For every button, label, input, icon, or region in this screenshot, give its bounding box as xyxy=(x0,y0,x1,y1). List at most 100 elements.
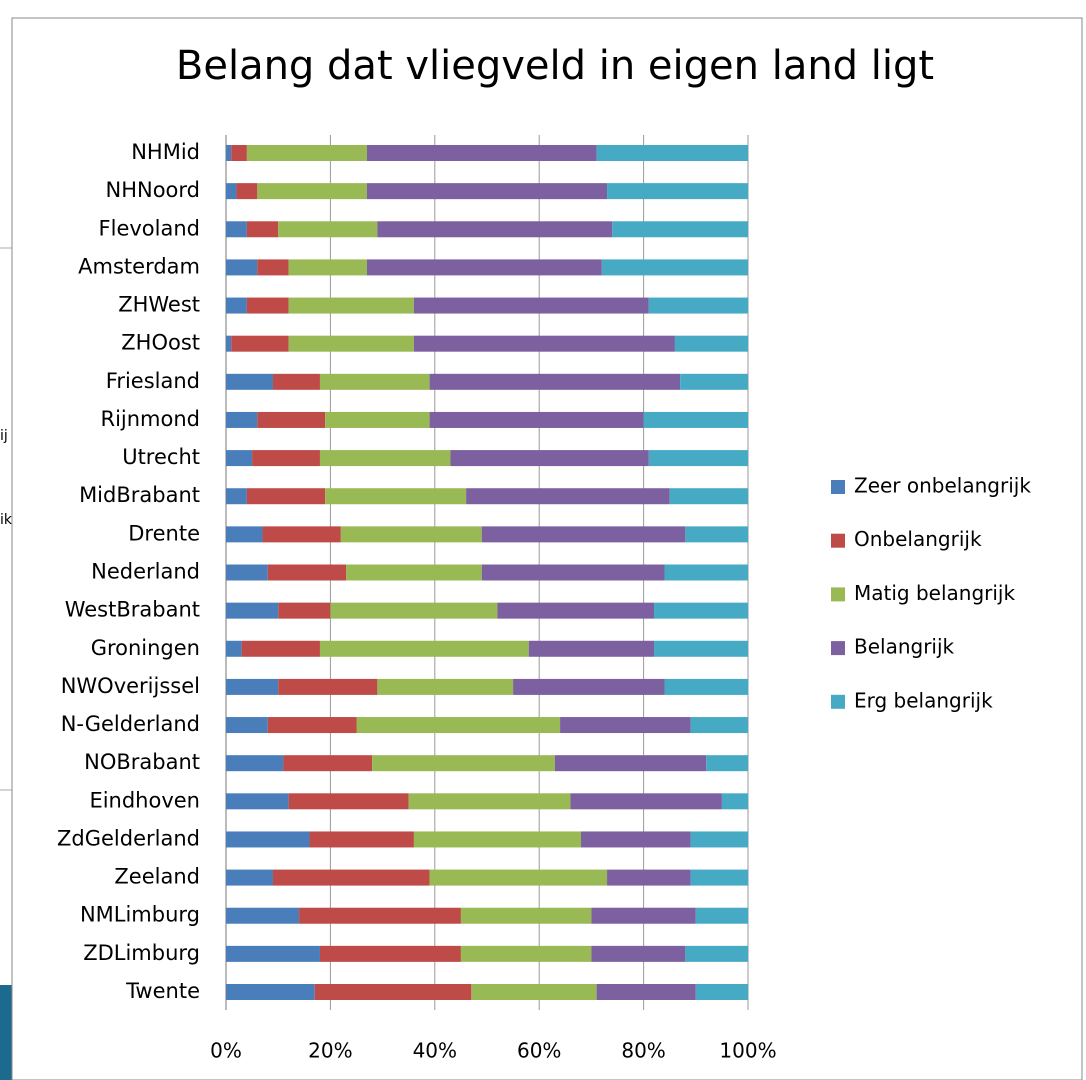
y-tick-label: Zeeland xyxy=(114,865,200,889)
bar-segment xyxy=(377,221,613,238)
bar-segment xyxy=(580,831,691,848)
x-tick-label: 20% xyxy=(308,1039,352,1063)
bar-segment xyxy=(340,526,482,543)
bar-segment xyxy=(226,907,300,924)
bar-segment xyxy=(226,450,253,467)
bar-segment xyxy=(226,564,268,581)
bar-segment xyxy=(408,793,571,810)
bar-segment xyxy=(721,793,748,810)
bar-segment xyxy=(267,717,357,734)
bar-segment xyxy=(664,678,748,695)
bar-segment xyxy=(226,945,320,962)
bar-segment xyxy=(706,755,748,772)
bar-segment xyxy=(664,564,748,581)
bar-segment xyxy=(366,145,597,161)
bar-segment xyxy=(366,183,608,200)
bar-segment xyxy=(226,145,232,161)
bar-segment xyxy=(246,297,289,314)
bar-segment xyxy=(226,183,237,200)
bar-segment xyxy=(231,145,247,161)
bar-segment xyxy=(643,411,748,428)
bar-segment xyxy=(246,488,326,505)
bar-segment xyxy=(325,488,467,505)
y-tick-label: NOBrabant xyxy=(84,750,200,774)
bar-segment xyxy=(356,717,561,734)
bar-segment xyxy=(413,297,649,314)
bar-segment xyxy=(554,755,707,772)
x-tick-label: 40% xyxy=(413,1039,457,1063)
bar-segment xyxy=(314,984,472,1000)
bar-segment xyxy=(654,602,748,619)
bar-segment xyxy=(690,717,748,734)
bar-segment xyxy=(257,259,289,276)
bar-segment xyxy=(460,945,592,962)
bar-segment xyxy=(226,373,273,390)
chart-title: Belang dat vliegveld in eigen land ligt xyxy=(176,43,934,89)
bar-segment xyxy=(226,678,279,695)
legend-swatch xyxy=(831,480,845,494)
fragment-text: ik xyxy=(0,512,13,528)
bar-segment xyxy=(226,526,263,543)
plot: 0% 20% 40% 60% 80% 100% NHMid NHNoord Flevoland A… xyxy=(57,135,1031,1063)
bar-segment xyxy=(226,717,268,734)
y-tick-label: Flevoland xyxy=(99,216,200,240)
bar-segment xyxy=(648,450,748,467)
bar-segment xyxy=(257,411,326,428)
bar-segment xyxy=(226,602,279,619)
bar-segment xyxy=(288,297,414,314)
bar-segment xyxy=(429,411,644,428)
y-tick-label: Amsterdam xyxy=(78,254,200,278)
y-tick-label: Eindhoven xyxy=(89,788,200,812)
y-tick-label: NHNoord xyxy=(106,178,201,202)
bar-segment xyxy=(690,831,748,848)
y-tick-label: NHMid xyxy=(131,140,200,164)
bar-segment xyxy=(648,297,748,314)
bar-segment xyxy=(226,221,247,238)
bar-segment xyxy=(466,488,670,505)
bar-segment xyxy=(685,526,748,543)
bar-segment xyxy=(319,640,529,657)
bar-segment xyxy=(226,411,258,428)
bar-segment xyxy=(377,678,514,695)
bar-segment xyxy=(481,564,665,581)
bar-segment xyxy=(278,678,378,695)
legend-swatch xyxy=(831,587,845,602)
bar-segment xyxy=(226,488,247,505)
bar-segment xyxy=(460,907,592,924)
bar-segment xyxy=(596,145,748,161)
bar-segment xyxy=(680,373,748,390)
bar-segment xyxy=(325,411,430,428)
legend-label: Zeer onbelangrijk xyxy=(854,474,1031,498)
bar-segment xyxy=(560,717,691,734)
bar-segment xyxy=(513,678,665,695)
legend-swatch xyxy=(831,641,845,656)
legend-label: Onbelangrijk xyxy=(854,527,982,551)
bar-segment xyxy=(669,488,748,505)
bar-segment xyxy=(236,183,258,200)
legend-label: Erg belangrijk xyxy=(854,688,993,712)
bar-segment xyxy=(591,945,686,962)
y-tick-label: Friesland xyxy=(106,369,200,393)
bar-segment xyxy=(481,526,686,543)
bar-segment xyxy=(591,907,696,924)
y-tick-label: Drente xyxy=(128,521,200,545)
bar-segment xyxy=(288,793,409,810)
bar-segment xyxy=(319,945,461,962)
y-tick-label: NMLimburg xyxy=(80,903,200,927)
y-tick-label: ZHOost xyxy=(121,331,200,355)
bar-segment xyxy=(278,221,378,238)
x-tick-label: 0% xyxy=(210,1039,242,1063)
bar-segment xyxy=(231,335,289,352)
y-tick-label: MidBrabant xyxy=(79,483,200,507)
x-tick-label: 100% xyxy=(719,1039,776,1063)
bar-segment xyxy=(226,793,289,810)
bar-segment xyxy=(429,373,681,390)
bar-segment xyxy=(272,869,430,886)
bar-segment xyxy=(257,183,367,200)
legend-swatch xyxy=(831,533,845,548)
y-tick-label: Nederland xyxy=(91,560,200,584)
y-tick-label: Groningen xyxy=(91,636,200,660)
bar-segment xyxy=(612,221,748,238)
bar-segment xyxy=(674,335,748,352)
